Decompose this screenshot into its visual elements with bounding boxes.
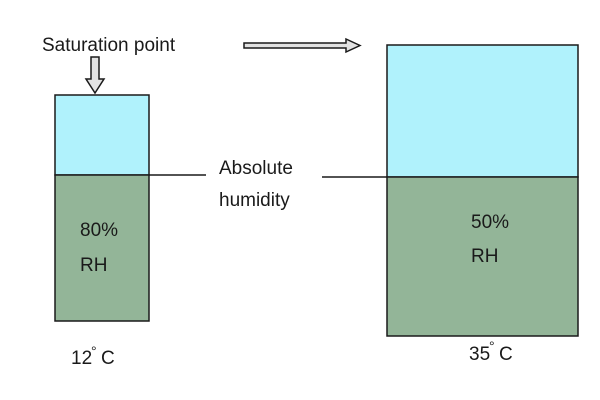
absolute-humidity-label-line2: humidity	[219, 190, 290, 211]
warm-temperature-degree: °	[489, 338, 495, 354]
warm-temperature-value: 35	[469, 344, 490, 365]
right-arrow-icon	[243, 37, 362, 54]
cold-rh-percent: 80%	[80, 220, 118, 241]
cold-air-capacity	[54, 94, 150, 176]
cold-temperature-unit: C	[101, 348, 115, 369]
saturation-point-label: Saturation point	[42, 35, 176, 56]
warm-rh-percent: 50%	[471, 212, 509, 233]
warm-water-vapour	[386, 176, 579, 337]
cold-temperature-degree: °	[91, 343, 97, 359]
warm-rh-unit: RH	[471, 246, 498, 267]
down-arrow-icon	[84, 56, 106, 95]
warm-container	[386, 44, 579, 337]
cold-container	[54, 94, 150, 322]
warm-temperature-unit: C	[499, 344, 513, 365]
cold-rh-unit: RH	[80, 255, 107, 276]
absolute-humidity-label-line1: Absolute	[219, 158, 293, 179]
warm-air-capacity	[386, 44, 579, 178]
cold-temperature-value: 12	[71, 348, 92, 369]
cold-water-vapour	[54, 174, 150, 322]
